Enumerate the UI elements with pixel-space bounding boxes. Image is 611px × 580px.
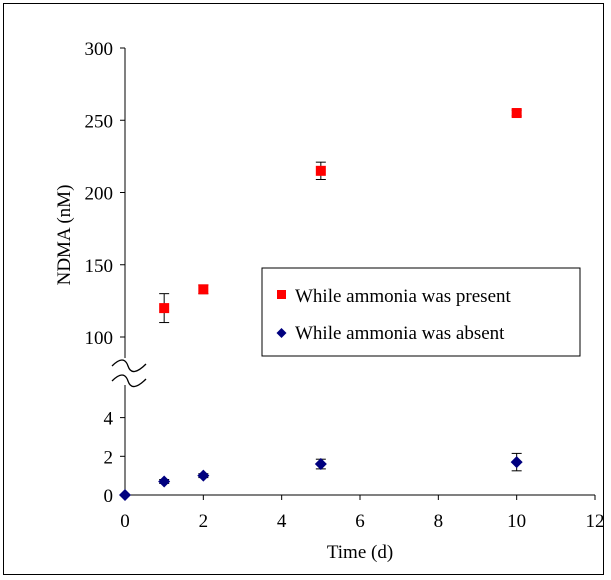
x-tick-label: 0 <box>120 511 130 532</box>
data-point-1 <box>315 458 327 470</box>
y-axis-label: NDMA (nM) <box>54 185 75 286</box>
x-tick-label: 10 <box>507 511 526 532</box>
x-axis-label: Time (d) <box>327 542 393 563</box>
legend-marker-present <box>277 290 286 299</box>
legend: While ammonia was present While ammonia … <box>262 268 580 356</box>
legend-label-absent: While ammonia was absent <box>295 323 505 344</box>
y-tick-label-lower: 4 <box>104 409 114 430</box>
axis-break-mark-top <box>112 360 146 372</box>
x-tick-label: 12 <box>586 511 605 532</box>
y-tick-label-upper: 250 <box>85 111 114 132</box>
data-point-1 <box>158 475 170 487</box>
axis-break-mark-bottom <box>112 375 146 387</box>
y-tick-label-lower: 2 <box>104 447 114 468</box>
x-tick-label: 8 <box>434 511 444 532</box>
y-tick-label-upper: 100 <box>85 328 114 349</box>
x-tick-label: 2 <box>199 511 209 532</box>
x-tick-label: 4 <box>277 511 287 532</box>
data-point-0 <box>316 166 326 176</box>
data-point-0 <box>198 284 208 294</box>
data-point-0 <box>512 108 522 118</box>
y-tick-label-lower: 0 <box>104 486 114 507</box>
y-tick-label-upper: 200 <box>85 184 114 205</box>
data-point-1 <box>511 456 523 468</box>
data-point-0 <box>159 303 169 313</box>
data-point-1 <box>197 470 209 482</box>
legend-label-present: While ammonia was present <box>295 286 512 307</box>
data-point-1 <box>119 489 131 501</box>
x-tick-label: 6 <box>355 511 365 532</box>
y-tick-label-upper: 300 <box>85 39 114 60</box>
y-tick-label-upper: 150 <box>85 256 114 277</box>
